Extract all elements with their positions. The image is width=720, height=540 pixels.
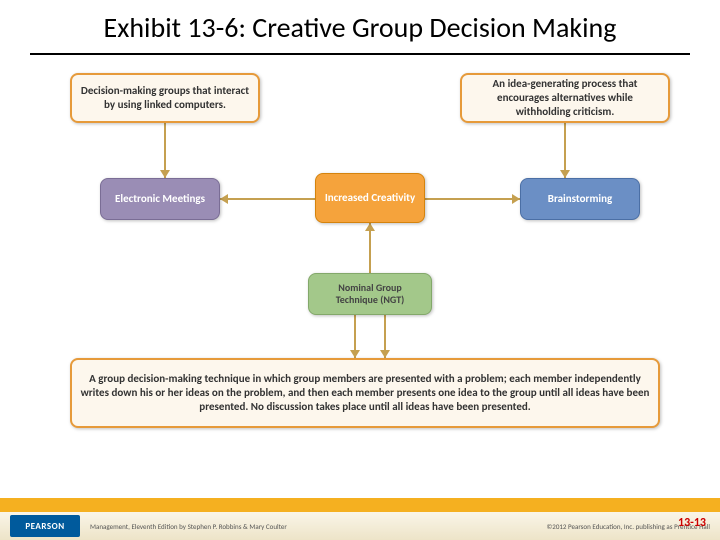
box-bs: Brainstorming bbox=[520, 178, 640, 220]
box-center: Increased Creativity bbox=[315, 173, 425, 223]
footer-credit-left: Management, Eleventh Edition by Stephen … bbox=[90, 522, 287, 531]
arrow-head bbox=[380, 350, 390, 358]
box-desc_bs: An idea-generating process that encourag… bbox=[460, 73, 670, 123]
footer: PEARSON Management, Eleventh Edition by … bbox=[0, 498, 720, 540]
arrow-head bbox=[220, 194, 228, 204]
pearson-logo: PEARSON bbox=[10, 515, 80, 537]
title-rule bbox=[30, 53, 690, 55]
arrow-head bbox=[350, 350, 360, 358]
page-title: Exhibit 13-6: Creative Group Decision Ma… bbox=[0, 0, 720, 53]
diagram-canvas: Decision-making groups that interact by … bbox=[30, 73, 690, 443]
footer-gold-bar bbox=[0, 498, 720, 512]
arrow-head bbox=[560, 170, 570, 178]
box-ngt: Nominal Group Technique (NGT) bbox=[308, 273, 432, 315]
arrow-head bbox=[512, 194, 520, 204]
footer-cream-bar: PEARSON Management, Eleventh Edition by … bbox=[0, 512, 720, 540]
box-em: Electronic Meetings bbox=[100, 178, 220, 220]
arrow-line bbox=[220, 198, 315, 200]
box-desc_em: Decision-making groups that interact by … bbox=[70, 73, 260, 123]
page-number: 13-13 bbox=[678, 516, 706, 530]
arrow-head bbox=[160, 170, 170, 178]
box-desc_ngt: A group decision-making technique in whi… bbox=[70, 358, 660, 428]
arrow-line bbox=[425, 198, 520, 200]
arrow-head bbox=[365, 223, 375, 231]
